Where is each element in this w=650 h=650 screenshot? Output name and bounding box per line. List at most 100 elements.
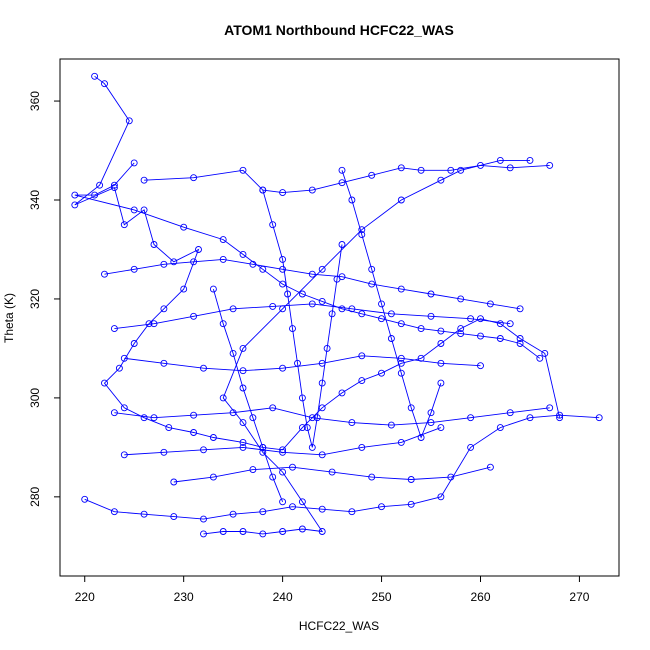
data-point: [279, 265, 287, 273]
data-point: [308, 443, 316, 451]
x-tick-label: 270: [569, 590, 589, 604]
data-point: [417, 354, 425, 362]
data-point: [180, 223, 188, 231]
data-point: [229, 510, 237, 518]
y-tick-label: 320: [28, 289, 42, 309]
data-point: [190, 411, 198, 419]
data-point: [91, 191, 99, 199]
data-series: [259, 186, 346, 451]
data-point: [71, 191, 79, 199]
x-tick-label: 220: [75, 590, 95, 604]
data-point: [209, 434, 217, 441]
data-point: [348, 508, 356, 516]
data-point: [308, 270, 316, 278]
series-line: [124, 427, 442, 456]
data-point: [289, 503, 296, 511]
data-point: [546, 404, 554, 412]
data-point: [556, 411, 564, 419]
data-point: [397, 369, 405, 377]
data-point: [294, 359, 301, 367]
data-point: [407, 500, 415, 508]
data-point: [496, 335, 504, 342]
data-point: [378, 300, 385, 308]
data-series: [81, 411, 603, 523]
data-point: [81, 495, 89, 503]
data-point: [308, 300, 316, 308]
data-point: [91, 72, 99, 80]
data-point: [506, 409, 514, 417]
data-point: [457, 295, 465, 303]
data-point: [219, 320, 227, 328]
data-point: [496, 320, 504, 328]
data-series: [120, 424, 445, 459]
series-line: [74, 75, 561, 451]
data-series: [140, 161, 554, 197]
data-point: [239, 367, 247, 375]
data-point: [526, 414, 534, 422]
data-point: [417, 434, 425, 441]
data-point: [368, 171, 376, 179]
data-point: [378, 369, 385, 377]
data-point: [318, 505, 326, 513]
data-point: [200, 515, 207, 523]
data-point: [140, 510, 148, 518]
data-point: [397, 285, 405, 293]
data-point: [457, 166, 465, 174]
data-point: [249, 414, 257, 422]
data-point: [269, 302, 277, 310]
series-line: [104, 258, 521, 310]
data-point: [407, 476, 415, 483]
series-line: [203, 159, 530, 535]
data-point: [457, 330, 465, 338]
data-point: [427, 290, 435, 298]
data-point: [190, 312, 198, 320]
data-point: [447, 473, 455, 481]
data-point: [130, 340, 138, 347]
data-point: [190, 258, 198, 266]
data-point: [259, 448, 267, 456]
data-point: [96, 181, 104, 189]
data-point: [101, 270, 108, 278]
data-point: [130, 265, 138, 273]
data-point: [284, 290, 292, 298]
y-tick-label: 340: [28, 190, 42, 210]
data-point: [209, 285, 217, 293]
data-point: [318, 451, 326, 459]
data-point: [269, 221, 277, 229]
data-point: [338, 166, 346, 174]
data-series: [200, 156, 534, 538]
series-line: [173, 466, 491, 483]
data-point: [368, 473, 376, 481]
x-tick-label: 230: [174, 590, 194, 604]
data-point: [397, 438, 405, 446]
data-point: [229, 305, 237, 313]
data-point: [279, 448, 287, 456]
data-point: [437, 493, 445, 501]
data-point: [506, 320, 514, 328]
data-point: [279, 189, 287, 197]
data-point: [526, 156, 534, 164]
data-point: [318, 379, 326, 387]
data-point: [516, 335, 524, 342]
data-point: [437, 340, 445, 347]
series-line: [144, 164, 550, 194]
data-point: [417, 325, 425, 333]
x-axis-label: HCFC22_WAS: [299, 619, 379, 633]
data-point: [130, 206, 138, 214]
data-point: [427, 312, 435, 320]
data-point: [170, 258, 178, 266]
data-point: [407, 404, 415, 412]
data-point: [249, 466, 257, 474]
data-series: [71, 72, 564, 454]
data-point: [427, 419, 435, 427]
data-point: [115, 364, 123, 372]
y-tick-label: 280: [28, 487, 42, 507]
data-point: [249, 260, 257, 268]
data-point: [219, 394, 227, 402]
data-point: [437, 424, 445, 432]
data-point: [101, 379, 108, 387]
data-point: [279, 498, 287, 506]
data-point: [477, 362, 484, 370]
